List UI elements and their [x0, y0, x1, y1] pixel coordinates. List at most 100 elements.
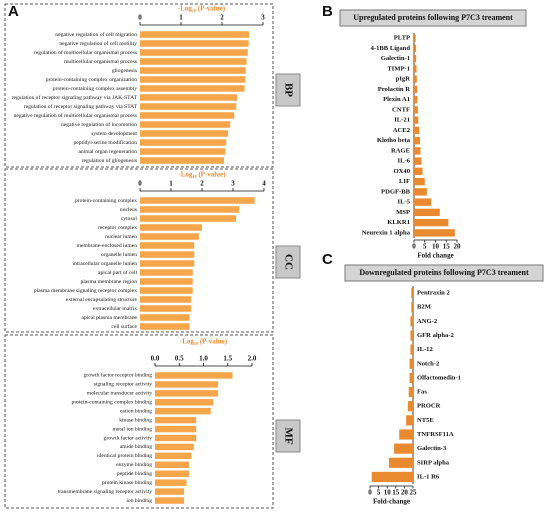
x-tick-label: 15 [443, 243, 451, 251]
x-tick-label: 5 [423, 243, 427, 251]
bar [155, 399, 214, 406]
bar [140, 305, 192, 312]
x-tick-label: 1 [179, 14, 183, 22]
category-label: system development [91, 131, 137, 137]
category-label: enzyme binding [116, 462, 152, 468]
bar [140, 58, 247, 65]
category-label: regulation of receptor signaling pathway… [12, 94, 138, 101]
bar [155, 381, 219, 388]
bar [414, 177, 425, 186]
category-label: ANG-2 [417, 318, 438, 325]
category-label: growth factor receptor binding [84, 372, 153, 379]
panel-frame [4, 334, 274, 509]
bar [155, 470, 189, 477]
category-label: Olfactomedin-1 [417, 374, 461, 381]
bar [409, 358, 413, 369]
bar [140, 197, 255, 204]
category-label: metal ion binding [113, 426, 153, 432]
category-label: Klotho beta [377, 137, 411, 144]
bar [140, 215, 237, 222]
bar [155, 416, 197, 424]
x-tick-label: 1.0 [199, 355, 208, 363]
category-label: CNTF [392, 106, 410, 113]
category-label: organelle lumen [101, 252, 137, 258]
bar [140, 269, 193, 276]
x-tick-label: 2 [220, 14, 224, 22]
section-label: CC [282, 254, 294, 270]
x-tick-label: 0 [368, 489, 372, 497]
bar [414, 106, 418, 114]
bar [414, 147, 421, 155]
category-label: RAGE [391, 147, 411, 154]
x-tick-label: 2 [200, 180, 204, 188]
bar [140, 121, 231, 128]
bar [414, 198, 432, 206]
category-label: transmembrane signaling receptor activit… [58, 489, 152, 495]
category-label: protein-containing complex binding [72, 400, 153, 406]
category-label: animal organ regeneration [78, 149, 137, 155]
category-label: Fas [417, 389, 427, 396]
bar [388, 457, 413, 468]
bar [140, 130, 229, 137]
axis-title: -Log₁₀ (P-value) [178, 5, 226, 13]
bar [155, 443, 194, 451]
x-tick-label: 1.5 [223, 355, 232, 363]
category-label: molecular transducer activity [87, 391, 152, 397]
bar [140, 49, 248, 56]
bar [140, 76, 246, 83]
axis-title: -Log₁₀ (P-value) [178, 171, 226, 179]
bar [140, 206, 240, 213]
category-label: Prolactin R [378, 86, 411, 93]
category-label: membrane-enclosed lumen [77, 243, 138, 249]
bar [414, 75, 417, 83]
category-label: Plexin A1 [383, 96, 410, 103]
category-label: extracellular matrix [93, 306, 137, 312]
category-label: SIRP alpha [417, 459, 450, 466]
category-label: receptor complex [98, 225, 137, 231]
bar [140, 67, 246, 74]
bar [406, 415, 413, 426]
bar [414, 65, 417, 73]
title-box [339, 9, 527, 27]
bar [155, 434, 197, 442]
bar [409, 372, 413, 384]
category-label: pIgR [396, 76, 411, 83]
bar [414, 208, 440, 217]
section-box [275, 73, 301, 107]
category-label: peptide binding [117, 471, 152, 477]
bar [155, 461, 189, 469]
category-label: cation binding [120, 408, 152, 414]
bar [155, 452, 192, 460]
category-label: GFR alpha-2 [417, 332, 455, 339]
chart-title: Downregulated proteins following P7C3 tr… [359, 268, 529, 277]
category-label: Galectin-3 [417, 445, 447, 452]
category-label: protein-containing complex organization [46, 77, 137, 83]
category-label: TNFRSF11A [417, 431, 454, 438]
x-tick-label: 5 [377, 489, 381, 497]
section-label: MF [282, 427, 294, 444]
category-label: kinase binding [119, 417, 152, 423]
category-label: 4-1BB Ligand [371, 45, 411, 52]
bar [399, 429, 413, 440]
category-label: plasma membrane signaling receptor compl… [34, 288, 137, 294]
panel-letter: A [8, 3, 19, 20]
bar [140, 40, 249, 47]
category-label: TIMP-1 [387, 65, 410, 72]
x-tick-label: 3 [261, 14, 265, 22]
x-tick-label: 3 [231, 180, 235, 188]
category-label: KLKR1 [387, 219, 410, 226]
x-tick-label: 10 [384, 489, 392, 497]
category-label: protein-containing complex [75, 198, 137, 204]
category-label: negative regulation of cell motility [59, 40, 137, 47]
bar [140, 260, 195, 267]
bar [414, 157, 422, 165]
bar [140, 242, 195, 249]
bar [140, 85, 245, 92]
x-tick-label: 1 [169, 180, 173, 188]
x-tick-label: 2.0 [248, 355, 257, 363]
bar [155, 425, 197, 433]
category-label: IL-5 [398, 199, 411, 206]
bar [414, 116, 419, 124]
bar [394, 443, 413, 454]
bar [140, 103, 237, 110]
